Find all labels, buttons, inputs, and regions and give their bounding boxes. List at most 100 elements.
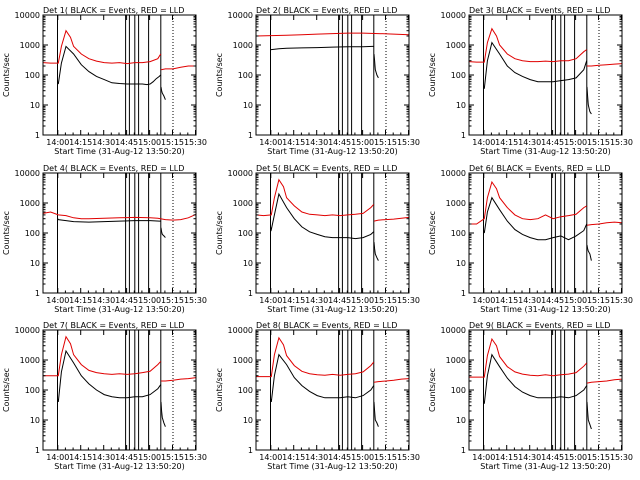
y-tick-label: 1 [461, 446, 466, 455]
y-tick-label: 10 [243, 101, 253, 110]
x-tick-label: 14:15 [69, 138, 92, 147]
x-tick-label: 14:00 [259, 296, 282, 305]
red-lld-series-line [42, 211, 197, 221]
y-tick-label: 10000 [228, 169, 253, 178]
black-events-series-line [373, 401, 379, 427]
detector-panel: 1 10 100 1000 10000 14:00 14:15 14:30 14:45 15:00… [2, 164, 207, 314]
x-tick-label: 15:30 [184, 453, 207, 462]
red-lld-series-line [469, 337, 588, 378]
y-tick-label: 100 [451, 229, 466, 238]
y-tick-label: 1000 [20, 199, 40, 208]
y-tick-label: 1000 [446, 199, 466, 208]
red-lld-series-line [469, 180, 587, 225]
red-lld-series-line [468, 27, 587, 63]
y-tick-label: 100 [238, 229, 253, 238]
red-lld-series-line [586, 221, 623, 226]
x-tick-label: 14:15 [282, 296, 305, 305]
x-tick-label: 14:45 [328, 138, 351, 147]
red-lld-series-line [255, 32, 410, 37]
x-tick-label: 15:30 [184, 296, 207, 305]
x-tick-label: 15:00 [351, 138, 374, 147]
red-lld-series-line [586, 378, 623, 384]
y-tick-label: 1 [35, 289, 40, 298]
panel-title: Det 7( BLACK = Events, RED = LLD [43, 321, 184, 330]
x-axis-label: Start Time (31-Aug-12 13:50:20) [267, 462, 398, 471]
y-tick-label: 100 [25, 71, 40, 80]
y-tick-label: 10000 [15, 169, 40, 178]
y-tick-label: 10 [456, 259, 466, 268]
x-axis-label: Start Time (31-Aug-12 13:50:20) [267, 305, 398, 314]
x-axis-label: Start Time (31-Aug-12 13:50:20) [54, 462, 185, 471]
x-tick-label: 15:00 [564, 138, 587, 147]
x-tick-label: 14:30 [92, 138, 115, 147]
black-events-series-line [57, 218, 161, 223]
red-lld-series-line [42, 29, 162, 65]
x-tick-label: 15:15 [587, 296, 610, 305]
detector-panel: 1 10 100 1000 10000 14:00 14:15 14:30 14:45 15:00… [2, 6, 207, 156]
black-events-series-line [160, 86, 166, 100]
panel-title: Det 8( BLACK = Events, RED = LLD [256, 321, 397, 330]
detector-panel: 1 10 100 1000 10000 14:00 14:15 14:30 14:45 15:00… [2, 321, 207, 471]
black-events-series-line [270, 192, 375, 240]
detector-panel: 1 10 100 1000 10000 14:00 14:15 14:30 14:45 15:00… [428, 321, 633, 471]
y-tick-label: 10 [456, 101, 466, 110]
y-tick-label: 1000 [20, 356, 40, 365]
y-tick-label: 100 [451, 386, 466, 395]
x-tick-label: 14:45 [115, 296, 138, 305]
x-axis-label: Start Time (31-Aug-12 13:50:20) [480, 462, 611, 471]
y-tick-label: 1 [461, 289, 466, 298]
x-tick-label: 15:30 [610, 138, 633, 147]
y-tick-label: 1000 [446, 356, 466, 365]
y-tick-label: 100 [238, 386, 253, 395]
x-tick-label: 15:30 [397, 453, 420, 462]
x-tick-label: 15:15 [161, 453, 184, 462]
y-tick-label: 10 [30, 101, 40, 110]
x-tick-label: 14:00 [472, 453, 495, 462]
panel-title: Det 5( BLACK = Events, RED = LLD [256, 164, 397, 173]
x-tick-label: 15:00 [138, 138, 161, 147]
panel-title: Det 9( BLACK = Events, RED = LLD [469, 321, 610, 330]
x-tick-label: 14:45 [541, 453, 564, 462]
detector-panel: 1 10 100 1000 10000 14:00 14:15 14:30 14:45 15:00… [215, 321, 420, 471]
panel-title: Det 3( BLACK = Events, RED = LLD [469, 6, 610, 15]
x-tick-label: 14:15 [69, 453, 92, 462]
x-tick-label: 14:15 [69, 296, 92, 305]
x-tick-label: 15:15 [374, 296, 397, 305]
x-tick-label: 15:00 [138, 453, 161, 462]
red-lld-series-line [255, 178, 375, 217]
y-axis-label: Counts/sec [215, 211, 224, 255]
y-tick-label: 10000 [441, 169, 466, 178]
x-tick-label: 14:30 [518, 296, 541, 305]
x-tick-label: 14:45 [115, 138, 138, 147]
x-tick-label: 14:45 [541, 296, 564, 305]
y-tick-label: 1 [35, 446, 40, 455]
black-events-series-line [373, 241, 379, 261]
y-tick-label: 1000 [446, 41, 466, 50]
y-axis-label: Counts/sec [428, 211, 437, 255]
x-tick-label: 15:00 [351, 296, 374, 305]
y-tick-label: 10000 [228, 11, 253, 20]
x-tick-label: 14:15 [495, 453, 518, 462]
y-tick-label: 1 [35, 131, 40, 140]
panel-title: Det 6( BLACK = Events, RED = LLD [469, 164, 610, 173]
x-tick-label: 14:15 [495, 138, 518, 147]
y-tick-label: 100 [25, 229, 40, 238]
y-tick-label: 10000 [441, 11, 466, 20]
red-lld-series-line [161, 377, 197, 382]
y-tick-label: 1000 [233, 199, 253, 208]
x-tick-label: 14:30 [305, 296, 328, 305]
x-tick-label: 15:15 [374, 453, 397, 462]
x-tick-label: 14:15 [495, 296, 518, 305]
y-axis-label: Counts/sec [428, 53, 437, 97]
x-tick-label: 15:00 [351, 453, 374, 462]
detector-panel: 1 10 100 1000 10000 14:00 14:15 14:30 14:45 15:00… [215, 164, 420, 314]
y-tick-label: 10 [456, 416, 466, 425]
x-tick-label: 15:15 [587, 138, 610, 147]
x-tick-label: 15:15 [587, 453, 610, 462]
black-events-series-line [483, 353, 588, 404]
y-axis-label: Counts/sec [215, 53, 224, 97]
x-tick-label: 14:00 [46, 296, 69, 305]
y-tick-label: 10 [30, 259, 40, 268]
y-tick-label: 100 [25, 386, 40, 395]
